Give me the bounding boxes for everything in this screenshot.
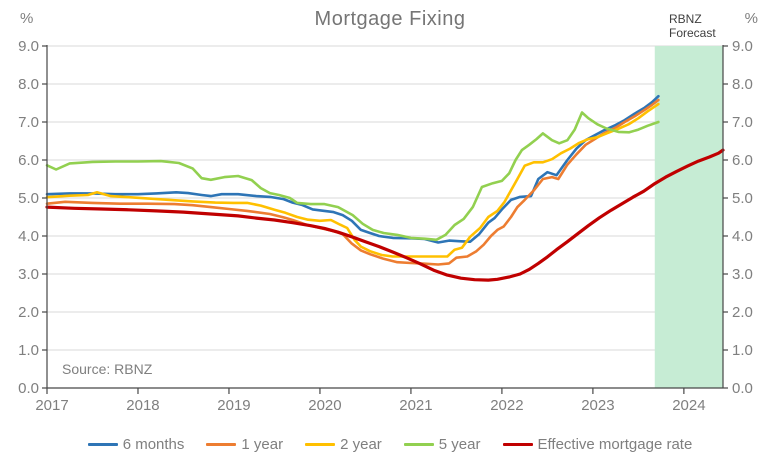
- y-axis-unit-right: %: [744, 10, 758, 27]
- y-tick-label-left: 9.0: [18, 38, 39, 55]
- legend-swatch: [502, 442, 533, 446]
- legend-item-2-year: 2 year: [305, 436, 382, 453]
- series-line-5-year: [45, 111, 660, 242]
- x-tick-label: 2019: [217, 397, 250, 414]
- legend-item-effective-mortgage-rate: Effective mortgage rate: [502, 435, 693, 453]
- legend-swatch: [305, 442, 336, 446]
- legend-swatch: [403, 442, 434, 446]
- y-tick-label-right: 9.0: [732, 38, 753, 55]
- y-tick-label-left: 5.0: [18, 190, 39, 207]
- y-tick-label-right: 5.0: [732, 190, 753, 207]
- x-tick-label: 2023: [581, 397, 614, 414]
- y-tick-label-right: 7.0: [732, 114, 753, 131]
- legend-swatch: [206, 442, 237, 446]
- forecast-band-label-line1: RBNZ: [669, 12, 702, 26]
- y-axis-unit-left: %: [20, 10, 34, 27]
- y-tick-label-left: 8.0: [18, 76, 39, 93]
- x-tick-label: 2017: [35, 397, 68, 414]
- legend-label: 5 year: [438, 435, 481, 453]
- legend-label: 6 months: [122, 435, 185, 453]
- series-line-2-year: [45, 102, 660, 258]
- series-line-effective-mortgage-rate: [45, 148, 725, 282]
- y-tick-label-right: 6.0: [732, 152, 753, 169]
- legend-label: Effective mortgage rate: [537, 435, 693, 453]
- y-tick-label-right: 1.0: [732, 342, 753, 359]
- y-tick-label-right: 8.0: [732, 76, 753, 93]
- legend-item-5-year: 5 year: [403, 435, 481, 453]
- legend-label: 2 year: [340, 435, 382, 453]
- y-tick-label-left: 4.0: [18, 228, 39, 245]
- forecast-band-label: RBNZ Forecast: [669, 12, 716, 40]
- series-line-6-months: [45, 94, 660, 244]
- x-tick-label: 2020: [308, 397, 341, 414]
- x-tick-label: 2022: [490, 397, 523, 414]
- series-line-1-year: [45, 98, 660, 266]
- legend-label: 1 year: [241, 435, 284, 453]
- forecast-band-label-line2: Forecast: [669, 25, 716, 40]
- y-tick-label-left: 3.0: [18, 266, 39, 283]
- y-tick-label-left: 2.0: [18, 304, 39, 321]
- forecast-band: [654, 46, 723, 388]
- legend-item-1-year: 1 year: [206, 436, 283, 453]
- chart-title: Mortgage Fixing: [314, 8, 466, 30]
- legend: 6 months 1 year 2 year 5 year Effective mort…: [0, 433, 780, 455]
- y-tick-label-right: 3.0: [732, 266, 753, 283]
- source-note: Source: RBNZ: [62, 361, 153, 377]
- y-tick-label-right: 0.0: [732, 380, 753, 397]
- y-tick-label-right: 2.0: [732, 304, 753, 321]
- y-tick-label-left: 0.0: [18, 380, 39, 397]
- legend-item-6-months: 6 months: [87, 435, 185, 453]
- y-tick-label-left: 1.0: [18, 342, 39, 359]
- y-tick-label-left: 6.0: [18, 152, 39, 169]
- legend-swatch: [87, 442, 118, 446]
- y-tick-label-right: 4.0: [732, 228, 753, 245]
- y-tick-label-left: 7.0: [18, 114, 39, 131]
- x-tick-label: 2018: [126, 397, 159, 414]
- x-tick-label: 2024: [672, 397, 705, 414]
- x-tick-label: 2021: [399, 397, 432, 414]
